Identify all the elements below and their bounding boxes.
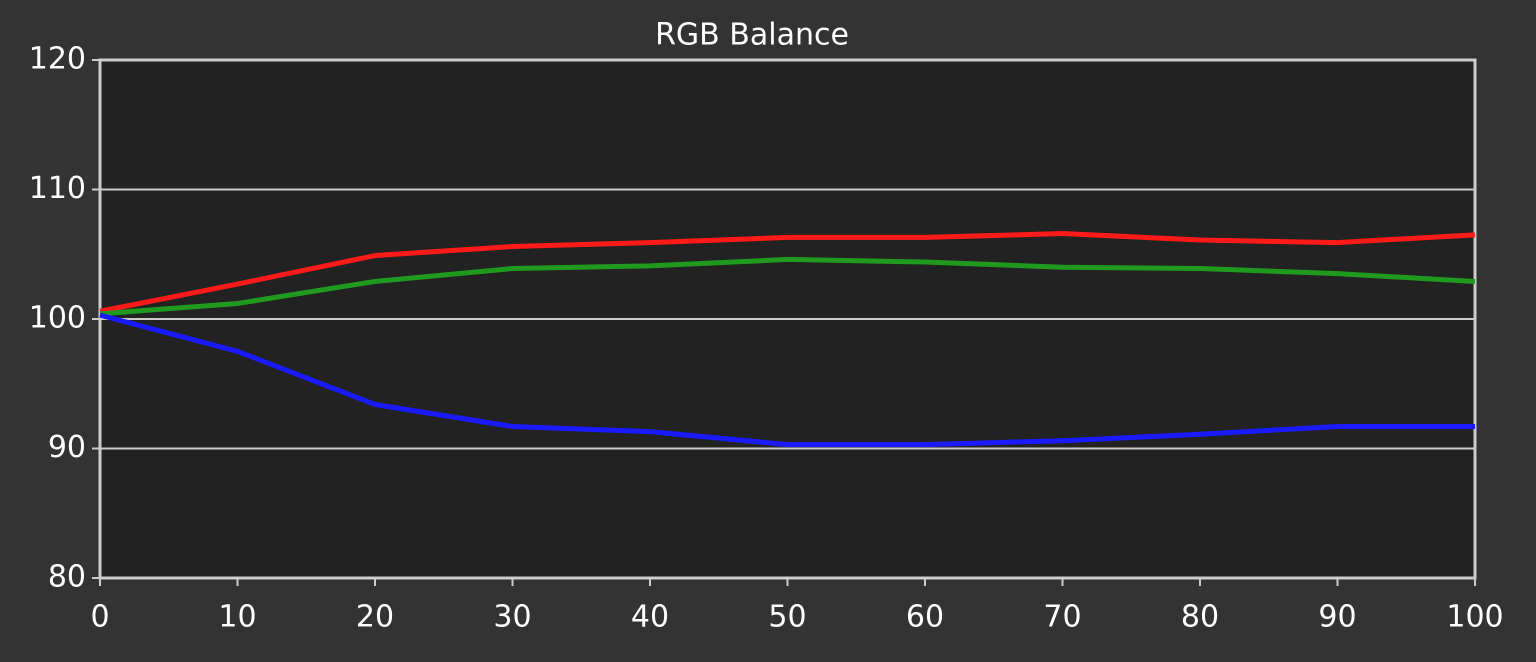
series-line (99, 231, 1476, 314)
series-line (99, 256, 1476, 317)
y-tick-label: 90 (48, 430, 86, 465)
x-tick-label: 80 (1181, 600, 1219, 635)
x-tick-label: 70 (1043, 600, 1081, 635)
chart-title: RGB Balance (655, 18, 849, 53)
y-tick-label: 120 (29, 42, 86, 77)
x-tick-label: 20 (356, 600, 394, 635)
series-line (99, 312, 1475, 448)
y-tick-label: 100 (29, 301, 86, 336)
x-tick-label: 0 (90, 600, 109, 635)
x-tick-label: 60 (906, 600, 944, 635)
x-tick-label: 10 (218, 600, 256, 635)
x-tick-label: 50 (768, 600, 806, 635)
y-tick-label: 80 (48, 560, 86, 595)
x-tick-label: 90 (1318, 600, 1356, 635)
y-tick-label: 110 (29, 171, 86, 206)
plot-border (98, 58, 1477, 580)
x-tick-label: 100 (1446, 600, 1503, 635)
x-tick-label: 30 (493, 600, 531, 635)
x-tick-label: 40 (631, 600, 669, 635)
